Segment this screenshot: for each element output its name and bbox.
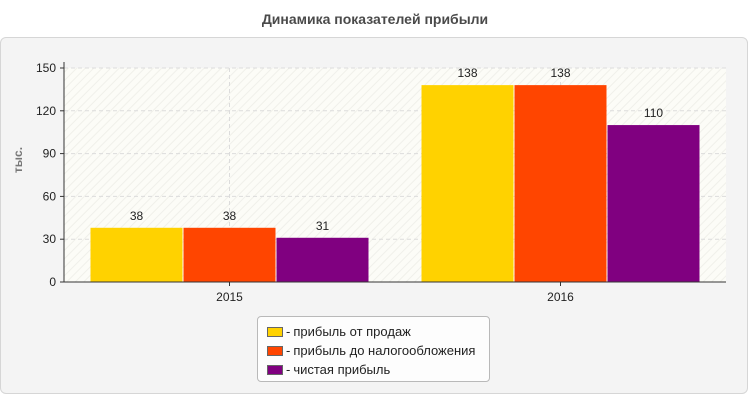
legend-swatch-sales [267,326,283,337]
bars [90,85,700,283]
y-axis-title: тыс. [11,147,25,173]
x-tick-label: 2015 [216,290,243,304]
y-tick-label: 30 [43,232,57,246]
legend-swatch-pretax [267,345,283,356]
data-label: 138 [550,66,570,80]
y-tick-label: 60 [43,189,57,203]
data-label: 138 [457,66,477,80]
axes: 0 30 60 90 120 150 2015 2016 [36,61,726,304]
legend-label-net: чистая прибыль [293,362,391,377]
y-tick-label: 0 [49,275,56,289]
data-label: 31 [316,219,330,233]
bar [183,227,276,282]
data-label: 110 [644,106,663,120]
data-labels: 38 38 31 138 138 110 [130,66,664,233]
chart-title: Динамика показателей прибыли [261,11,489,27]
x-tick-label: 2016 [547,290,574,304]
legend-item: - прибыль от продаж [267,322,489,341]
bar [276,237,369,282]
y-tick-label: 150 [36,61,56,75]
bar [90,227,183,282]
legend-item: - прибыль до налогообложения [267,341,489,360]
legend-item: - чистая прибыль [267,360,489,379]
data-label: 38 [130,209,144,223]
bar [514,85,607,283]
y-tick-label: 120 [36,104,56,118]
y-tick-label: 90 [43,147,57,161]
bar [607,125,700,282]
legend-swatch-net [267,364,283,375]
legend: - прибыль от продаж - прибыль до налогоо… [257,316,490,382]
bar [421,85,514,283]
legend-label-pretax: прибыль до налогообложения [293,343,476,358]
data-label: 38 [223,209,237,223]
legend-label-sales: прибыль от продаж [293,324,411,339]
